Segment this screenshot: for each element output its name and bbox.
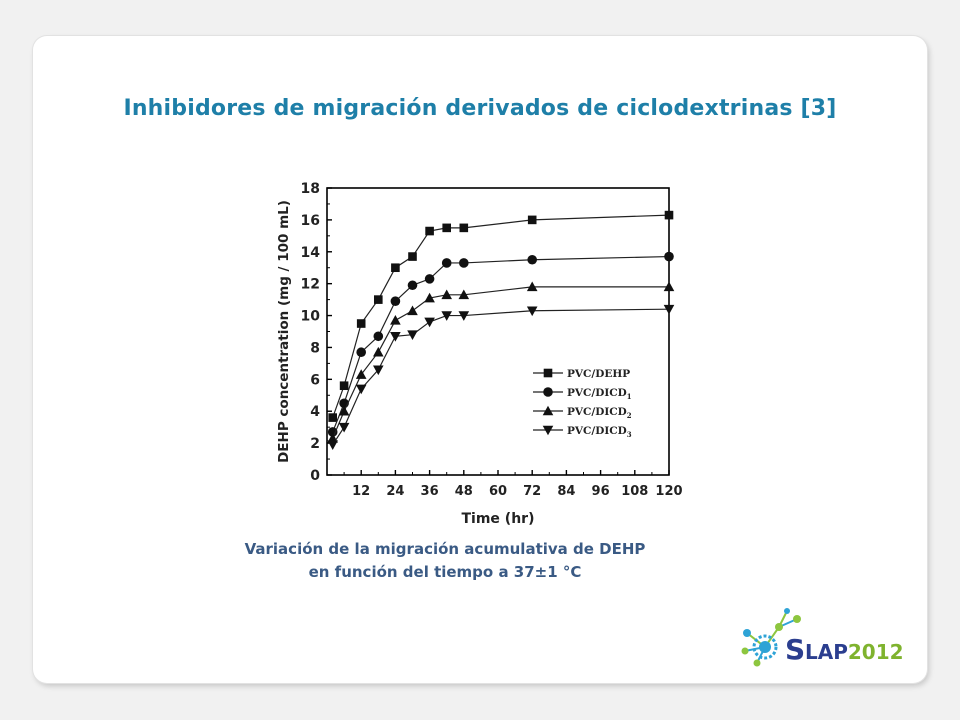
series-1-point [425,226,434,236]
y-tick-label: 18 [301,181,320,197]
series-1-point [664,210,674,220]
y-tick-label: 0 [310,468,320,484]
series-1-point [328,413,337,422]
y-tick-label: 12 [301,277,320,293]
y-tick-label: 14 [301,245,321,261]
series-1-point [442,223,451,233]
series-4-point [390,331,401,342]
x-tick-label: 108 [621,484,648,499]
chart-caption-line-2: en función del tiempo a 37±1 °C [308,563,582,581]
series-3-point [407,305,418,316]
series-4-point [526,306,538,317]
legend-marker-4 [542,425,554,436]
series-2-point [327,427,338,437]
series-4-point [355,384,367,395]
y-tick-label: 16 [301,213,320,229]
legend-marker-3 [542,405,554,416]
logo-wordmark: LAP2012 [805,640,904,664]
series-1-point [339,381,349,391]
legend-label-3: PVC/DICD2 [567,406,632,420]
legend-label-1: PVC/DEHP [567,368,630,380]
chart-caption-line-1: Variación de la migración acumulativa de… [244,540,646,558]
series-2-point [407,280,418,291]
series-2-point [459,258,469,268]
series-1-point [527,215,537,225]
x-tick-label: 12 [352,484,370,499]
legend-marker-1 [543,368,553,378]
series-3-point [663,281,675,292]
series-1-point [374,295,383,304]
slap2012-logo: S LAP2012 [741,608,904,667]
y-tick-label: 4 [310,404,320,420]
x-tick-label: 84 [557,484,575,499]
series-4-point [663,304,675,315]
series-2-point [373,331,384,342]
series-1-point [356,319,366,328]
legend-label-2: PVC/DICD1 [567,387,632,401]
series-3-point [373,346,384,357]
legend-marker-2 [543,387,553,397]
x-tick-label: 60 [489,484,507,499]
series-3-point [355,369,367,379]
series-3-point [526,281,538,292]
series-1-point [391,263,400,273]
series-3-point [390,315,401,325]
series-1-point [459,223,469,233]
series-2-point [527,254,537,265]
x-tick-label: 120 [655,484,682,499]
x-axis-label: Time (hr) [462,511,535,527]
molecule-icon [741,608,801,667]
x-tick-label: 96 [592,484,610,499]
x-tick-label: 36 [421,484,439,499]
series-2-point [390,296,401,307]
series-3-point [458,289,470,300]
x-tick-label: 72 [523,484,541,499]
slide-title: Inhibidores de migración derivados de ci… [123,96,837,121]
logo-s-letter: S [785,633,805,666]
legend-label-4: PVC/DICD3 [567,425,632,439]
y-tick-label: 2 [310,436,320,452]
series-4-point [407,330,418,340]
x-tick-label: 48 [455,484,473,499]
series-2-point [664,251,674,262]
series-2-point [356,347,367,358]
y-axis-label: DEHP concentration (mg / 100 mL) [276,200,292,463]
logo-year-text: 2012 [848,640,904,664]
series-4-point [338,422,350,433]
series-4-point [327,440,338,451]
y-tick-label: 10 [301,309,321,325]
series-4-point [441,311,452,321]
series-2-point [424,274,435,284]
y-tick-label: 6 [310,372,320,388]
series-2-point [441,258,452,268]
slide-card [33,36,927,683]
series-4-point [373,365,384,376]
series-4-point [424,317,435,328]
series-4-point [458,311,470,321]
y-tick-label: 8 [310,340,320,356]
logo-slap-text: LAP [805,640,848,664]
series-3-point [424,292,435,303]
series-3-point [338,405,350,416]
series-1-point [408,252,417,261]
x-tick-label: 24 [386,484,404,499]
series-3-point [441,289,452,300]
